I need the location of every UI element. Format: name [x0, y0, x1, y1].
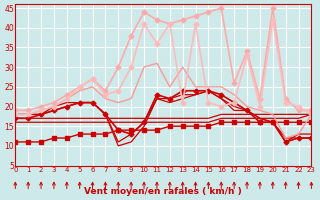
X-axis label: Vent moyen/en rafales ( km/h ): Vent moyen/en rafales ( km/h ) [84, 187, 242, 196]
